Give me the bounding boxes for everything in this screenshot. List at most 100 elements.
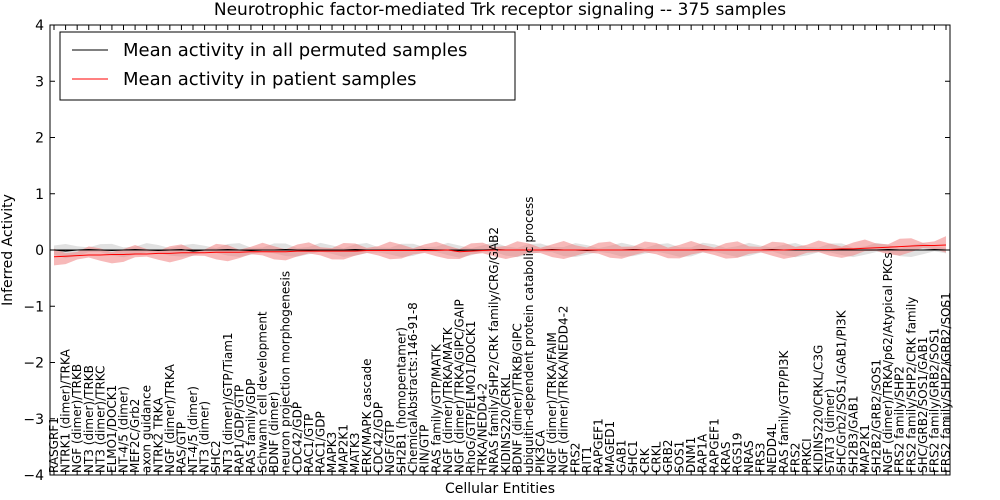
x-tick-label: RAS family/GTP/MATK xyxy=(429,343,443,473)
x-tick-label: DNM1 xyxy=(684,437,698,473)
x-tick-label: neuron projection morphogenesis xyxy=(279,271,293,473)
x-tick-label: FRS3 xyxy=(754,443,768,474)
legend: Mean activity in all permuted samples Me… xyxy=(59,31,516,101)
y-tick-label: 4 xyxy=(35,18,44,34)
legend-label-patient: Mean activity in patient samples xyxy=(123,69,417,90)
legend-label-permuted: Mean activity in all permuted samples xyxy=(123,40,467,61)
x-tick-label: RhoG/GTP/ELMO1/DOCK1 xyxy=(464,321,478,473)
x-tick-label: NT-4/5 (dimer) xyxy=(186,386,200,473)
x-axis-title: Cellular Entities xyxy=(445,481,555,497)
x-tick-label: FRS2 xyxy=(788,443,802,474)
x-tick-label: RIN/GTP xyxy=(418,425,432,473)
x-tick-label: MAPK3 xyxy=(325,432,339,473)
legend-box xyxy=(59,31,516,101)
x-tick-label: FRS2 family/SHP2/GRB2/SOS1 xyxy=(939,292,953,473)
x-tick-label: KIDINS220/CRKL/C3G xyxy=(812,345,826,473)
x-tick-label: NGF (dimer)/TRKA/FAIM xyxy=(545,332,559,473)
x-tick-label: SHC/GRB2/SOS1/GAB1 xyxy=(916,337,930,473)
x-tick-label: MEF2C/Grb2 xyxy=(128,399,142,473)
x-tick-label: RASGRF1 xyxy=(47,417,61,473)
x-tick-label: SH2B1 (homopentamer) xyxy=(395,327,409,473)
x-tick-label: axon guidance xyxy=(140,385,154,473)
x-tick-label: PRKCI xyxy=(800,438,814,473)
x-tick-label: ERK/MAPK cascade xyxy=(360,359,374,473)
x-tick-label: RIT1 xyxy=(580,446,594,473)
x-tick-label: NT3 (dimer) xyxy=(198,401,212,473)
x-tick-label: NTRK2 TRKA xyxy=(151,397,165,473)
x-tick-label: SH2B3/GAB1 xyxy=(846,395,860,473)
x-tick-label: MAGED1 xyxy=(603,421,617,473)
x-tick-label: NRAS xyxy=(742,440,756,473)
y-tick-label: 2 xyxy=(35,131,44,147)
x-tick-label: RAPGEF1 xyxy=(707,418,721,473)
x-tick-label: NGF (dimer)/TRKA/MATK xyxy=(441,326,455,473)
y-tick-label: 3 xyxy=(35,74,44,90)
x-tick-label: STAT3 (dimer) xyxy=(823,389,837,473)
x-tick-label: NTRK1 (dimer)/TRKA xyxy=(59,348,73,473)
x-tick-label: GRB2 xyxy=(661,439,675,473)
x-tick-label: MAP2K1 xyxy=(337,424,351,473)
x-tick-label: RAP1A xyxy=(696,433,710,473)
y-axis: −4 −3 −2 −1 0 1 2 3 4 xyxy=(23,18,950,484)
x-tick-label: RAS family/GTP/PI3K xyxy=(777,350,791,473)
x-tick-label: NEDD4L xyxy=(765,423,779,473)
x-tick-label: FRS2 family/SHP2 xyxy=(893,366,907,473)
y-tick-label: 0 xyxy=(35,243,44,259)
x-tick-label: CRK xyxy=(638,447,652,473)
x-tick-label: ELMO1/DOCK1 xyxy=(105,385,119,473)
x-tick-label: NGF (dimer)/TRKA/GIPC/GAIP xyxy=(452,299,466,473)
x-tick-label: SOS1 xyxy=(673,441,687,473)
x-tick-label: Schwann cell development xyxy=(256,311,270,473)
x-tick-label: RAP1/GDP/GTP xyxy=(232,385,246,473)
x-tick-label: NRAS family/SHP2/CRK family/CRG/GAB2 xyxy=(487,227,501,473)
x-tick-label: NGF (dimer)/TRKA/p62/Atypical PKCs xyxy=(881,252,895,473)
y-axis-title: Inferred Activity xyxy=(0,194,16,306)
x-tick-label: NT3 (dimer)/GTP/Tiam1 xyxy=(221,332,235,473)
x-tick-label: SHC2 xyxy=(209,440,223,473)
y-tick-label: 1 xyxy=(35,187,44,203)
x-tick-label: NT-4/5 (dimer) xyxy=(117,386,131,473)
x-tick-label: NGF (dimer)/TRKB xyxy=(70,364,84,473)
x-tick-label: NT3 (dimer)/TRKC xyxy=(93,366,107,473)
line-series-1 xyxy=(53,244,947,258)
x-tick-label: KRAS xyxy=(719,441,733,473)
x-tick-label: CDC42/GDP xyxy=(290,402,304,473)
x-tick-label: ChemicalAbstracts:146-91-8 xyxy=(406,302,420,473)
x-tick-label: RGS19 xyxy=(730,432,744,473)
x-tick-label: NT3 (dimer)/TRKB xyxy=(82,365,96,473)
x-tick-label: FRS2 family/GRB2/SOS1 xyxy=(927,328,941,473)
x-tick-label: SH2B2/GRB2/SOS1 xyxy=(869,359,883,473)
chart-title: Neurotrophic factor-mediated Trk recepto… xyxy=(214,0,786,20)
x-tick-label: KIDINS220/CRKL xyxy=(499,374,513,473)
band-series-1 xyxy=(54,236,946,266)
x-tick-label: RAS/GTP xyxy=(174,422,188,473)
x-tick-label: BDNF (dimer) xyxy=(267,392,281,474)
y-tick-label: −1 xyxy=(23,299,44,315)
x-tick-label: ubiquitin-dependent protein catabolic pr… xyxy=(522,197,536,473)
y-tick-label: −4 xyxy=(23,468,44,484)
y-tick-label: −3 xyxy=(23,412,44,428)
x-tick-label: CRKL xyxy=(649,441,663,473)
x-tick-label: BDNF (dimer)/TRKB/GIPC xyxy=(510,323,524,473)
x-tick-label: RAS family/GDP xyxy=(244,379,258,473)
x-tick-label: MAP2K1 xyxy=(858,424,872,473)
x-tick-label: RAC1/GDP xyxy=(313,411,327,473)
x-tick-label: GAB1 xyxy=(615,440,629,473)
x-tick-label: FRS2 xyxy=(568,443,582,474)
x-tick-label: NGF (dimer)/TRKA xyxy=(163,363,177,473)
x-tick-label: NGF/GTP xyxy=(383,420,397,473)
x-tick-label: RAC1/GTP xyxy=(302,414,316,473)
x-axis xyxy=(53,25,947,475)
series-lines xyxy=(50,244,950,258)
x-tick-label: CDC42/GDP xyxy=(371,402,385,473)
x-tick-label: PIK3CA xyxy=(534,429,548,473)
x-tick-label: SHC1 xyxy=(626,440,640,473)
y-tick-label: −2 xyxy=(23,356,44,372)
x-tick-label: RAPGEF1 xyxy=(591,418,605,473)
x-tick-label: TRKA/NEDD4-2 xyxy=(476,383,490,474)
x-tick-label: MATK3 xyxy=(348,433,362,473)
x-tick-label: NGF (dimer)/TRKA/NEDD4-2 xyxy=(557,305,571,473)
x-tick-label: SHC/Grb2/SOS1/GAB1/PI3K xyxy=(835,309,849,473)
